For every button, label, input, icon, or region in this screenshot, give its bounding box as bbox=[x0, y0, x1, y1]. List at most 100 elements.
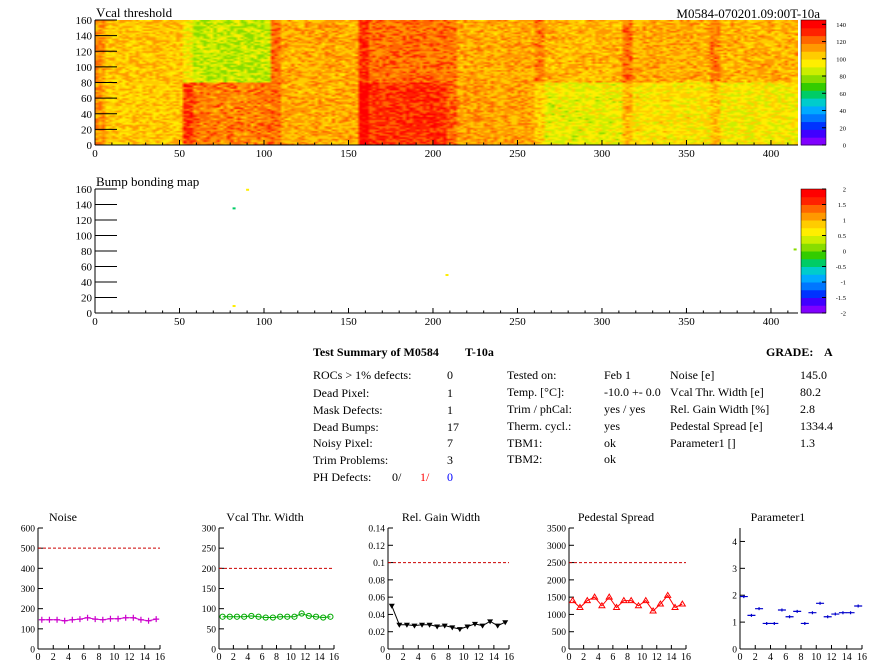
x-tick-label: 14 bbox=[842, 652, 852, 663]
data-point bbox=[471, 621, 478, 627]
data-point bbox=[619, 596, 628, 604]
x-tick-label: 0 bbox=[36, 652, 41, 663]
data-point bbox=[590, 593, 599, 600]
colorbar-band bbox=[801, 285, 826, 291]
colorbar-band bbox=[801, 196, 826, 202]
x-tick-label: 8 bbox=[625, 652, 630, 663]
data-point bbox=[411, 623, 418, 629]
x-tick-label: 4 bbox=[768, 652, 773, 663]
data-point bbox=[671, 603, 679, 611]
data-point bbox=[262, 614, 269, 621]
x-tick-label: 200 bbox=[425, 316, 442, 328]
x-tick-label: 300 bbox=[594, 316, 611, 328]
data-point bbox=[755, 607, 764, 611]
colorbar-frame bbox=[800, 19, 827, 146]
x-tick-label: 0 bbox=[386, 652, 391, 663]
colorbar-band bbox=[801, 82, 826, 87]
y-tick-label: 100 bbox=[21, 625, 36, 635]
x-tick-label: 8 bbox=[274, 652, 279, 663]
x-tick-label: 350 bbox=[678, 316, 695, 328]
data-point bbox=[649, 606, 657, 614]
x-tick-label: 16 bbox=[329, 652, 339, 663]
colorbar-band bbox=[801, 192, 826, 198]
colorbar-band bbox=[801, 239, 826, 244]
y-tick-label: 1500 bbox=[547, 594, 566, 604]
colorbar-band bbox=[801, 125, 826, 130]
data-point bbox=[777, 608, 786, 612]
data-point bbox=[388, 603, 395, 609]
y-tick-label: 0.04 bbox=[368, 611, 385, 621]
plot-title: Vcal Thr. Width bbox=[226, 510, 303, 524]
y-tick-label: 0 bbox=[87, 140, 93, 152]
data-point bbox=[502, 620, 509, 626]
x-tick-label: 4 bbox=[596, 652, 601, 663]
data-point bbox=[403, 622, 410, 628]
x-tick-label: 300 bbox=[594, 148, 611, 160]
colorbar-band bbox=[801, 208, 826, 213]
colorbar-band bbox=[801, 66, 826, 72]
data-point bbox=[99, 616, 106, 623]
x-tick-label: 14 bbox=[489, 652, 499, 663]
colorbar-band bbox=[801, 262, 826, 267]
data-point bbox=[269, 614, 277, 621]
colorbar-tick-label: -1 bbox=[841, 280, 846, 287]
bump-defect-point bbox=[246, 188, 250, 191]
colorbar-band bbox=[801, 59, 826, 64]
plot-title: Pedestal Spread bbox=[578, 510, 654, 524]
colorbar-band bbox=[801, 94, 826, 99]
y-tick-label: 60 bbox=[81, 262, 93, 274]
vcal-threshold-heatmap-image bbox=[95, 20, 798, 145]
colorbar-band bbox=[801, 301, 826, 306]
x-tick-label: 10 bbox=[109, 652, 119, 663]
data-point bbox=[568, 596, 577, 604]
colorbar-band bbox=[801, 278, 826, 283]
y-tick-label: 0.1 bbox=[373, 559, 385, 569]
series-line bbox=[222, 612, 331, 619]
colorbar-band bbox=[801, 70, 826, 76]
x-tick-label: 6 bbox=[81, 652, 86, 663]
y-tick-label: 0 bbox=[30, 646, 35, 656]
data-point bbox=[800, 621, 809, 625]
colorbar-band bbox=[801, 297, 826, 302]
x-tick-label: 250 bbox=[509, 316, 526, 328]
y-tick-label: 20 bbox=[81, 124, 93, 136]
y-tick-label: 100 bbox=[76, 62, 93, 74]
x-tick-label: 4 bbox=[245, 652, 250, 663]
y-tick-label: 0.12 bbox=[368, 542, 385, 552]
colorbar-tick-label: 0.5 bbox=[838, 233, 846, 240]
y-tick-label: 40 bbox=[81, 109, 93, 121]
series-line bbox=[391, 605, 506, 630]
colorbar-band bbox=[801, 216, 826, 221]
colorbar-band bbox=[801, 117, 826, 123]
colorbar-band bbox=[801, 27, 826, 33]
colorbar-tick-label: 60 bbox=[840, 91, 847, 98]
x-tick-label: 0 bbox=[217, 652, 222, 663]
y-tick-label: 1000 bbox=[547, 611, 566, 621]
data-point bbox=[641, 596, 650, 604]
y-tick-label: 120 bbox=[76, 215, 93, 227]
y-tick-label: 0 bbox=[380, 646, 385, 656]
colorbar-tick-label: 100 bbox=[836, 56, 846, 63]
data-point bbox=[248, 612, 255, 620]
data-point bbox=[284, 613, 291, 620]
y-tick-label: 4 bbox=[732, 538, 737, 548]
colorbar-band bbox=[801, 137, 826, 142]
y-tick-label: 40 bbox=[81, 277, 93, 289]
x-tick-label: 16 bbox=[155, 652, 165, 663]
x-tick-label: 100 bbox=[256, 316, 273, 328]
colorbar-tick-label: 140 bbox=[836, 22, 846, 29]
x-tick-label: 150 bbox=[340, 316, 357, 328]
data-point bbox=[84, 614, 91, 621]
colorbar-band bbox=[801, 141, 826, 146]
y-tick-label: 140 bbox=[76, 200, 93, 212]
data-point bbox=[441, 623, 448, 629]
y-tick-label: 2500 bbox=[547, 559, 566, 569]
map-title: Vcal threshold bbox=[96, 5, 173, 20]
y-tick-label: 0 bbox=[211, 646, 216, 656]
data-point bbox=[255, 613, 262, 620]
x-tick-label: 350 bbox=[678, 148, 695, 160]
data-point bbox=[320, 614, 327, 621]
colorbar-band bbox=[801, 247, 826, 252]
